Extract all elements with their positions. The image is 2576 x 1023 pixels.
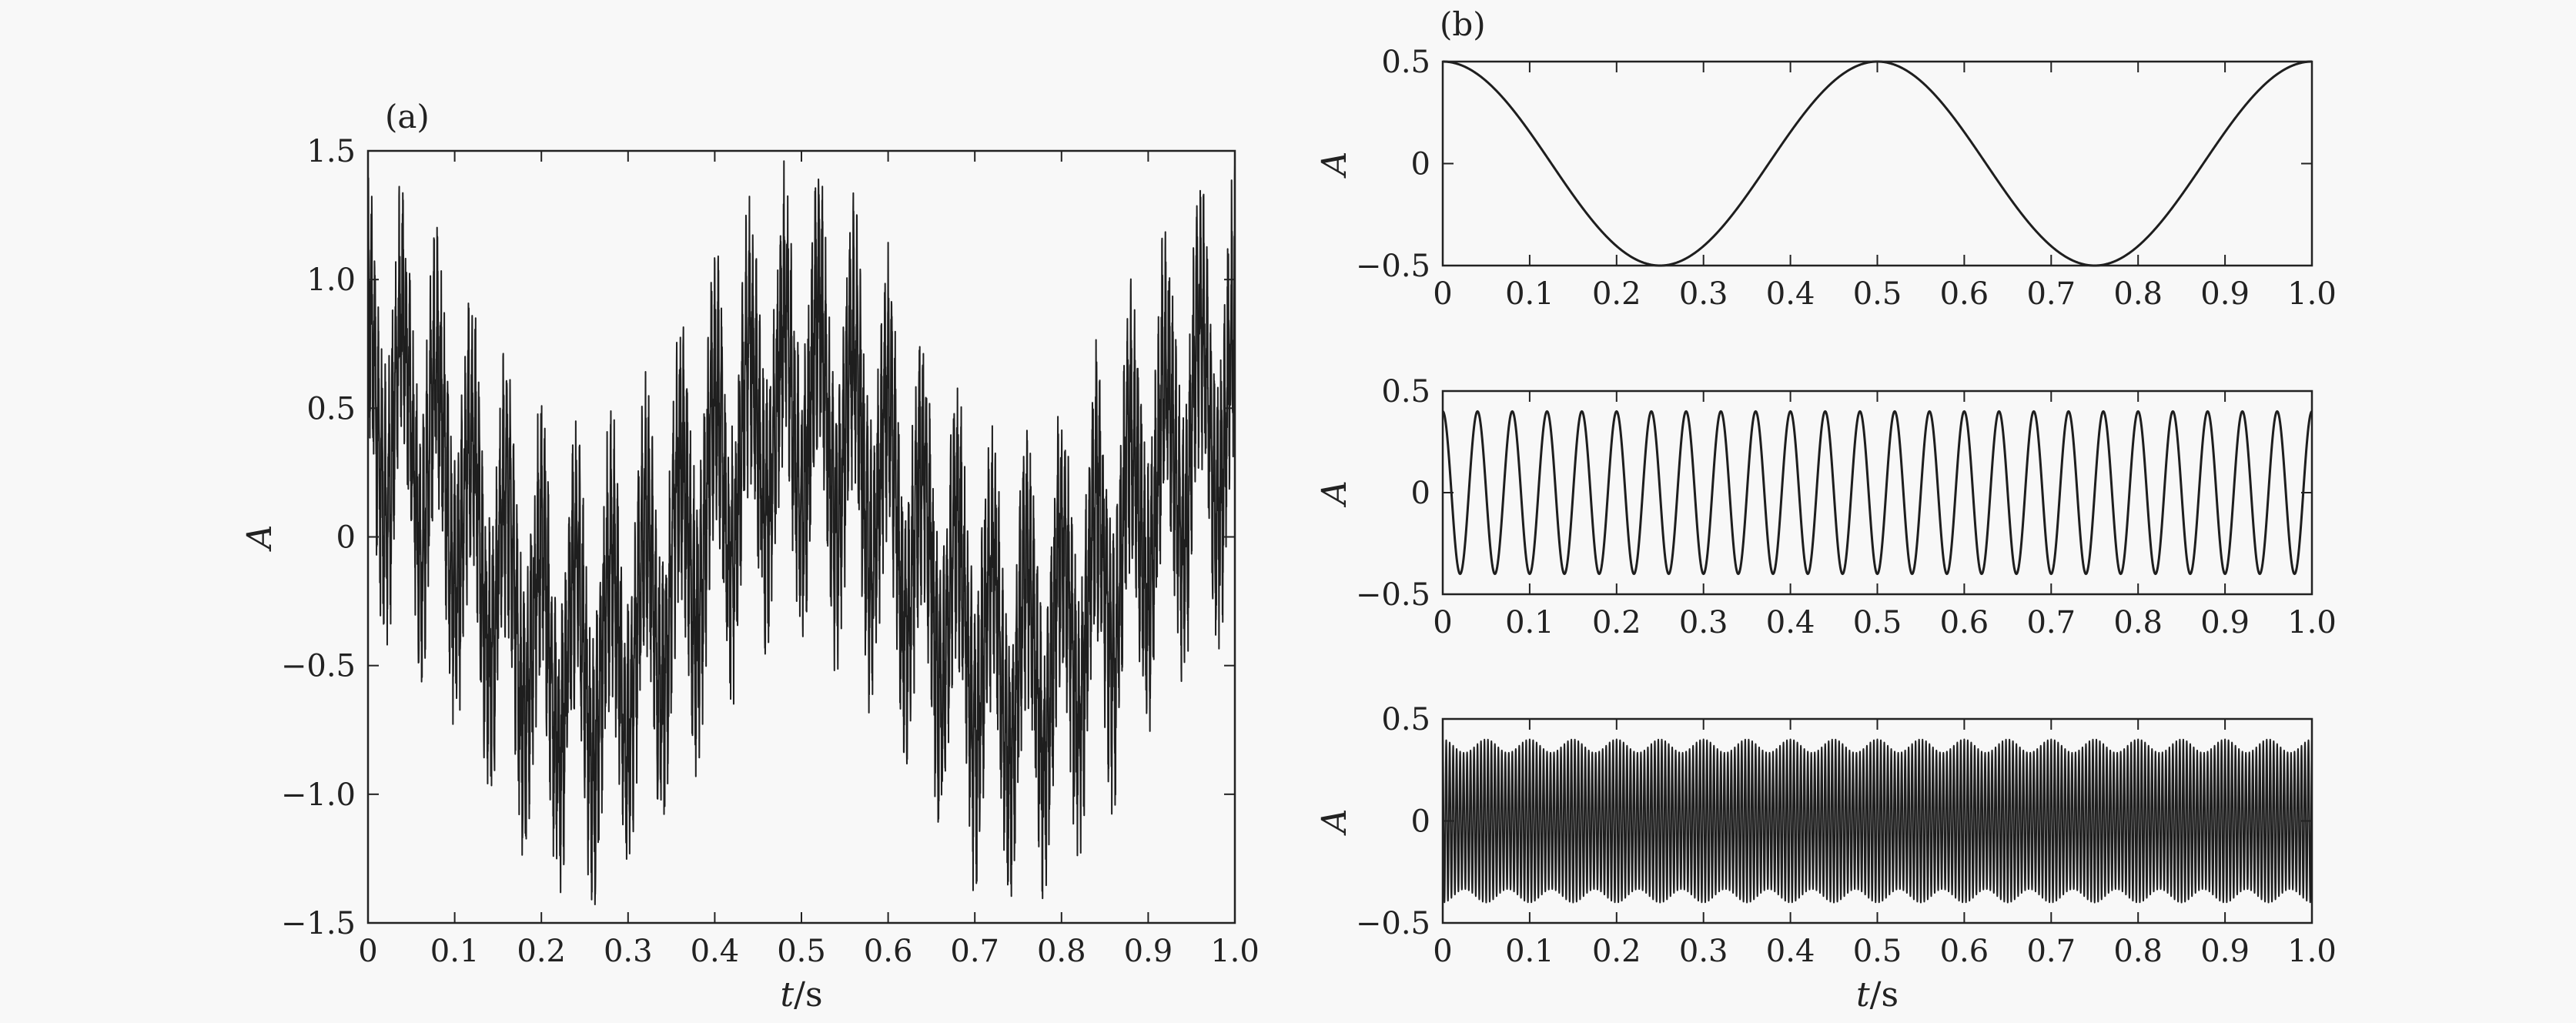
- x-tick-label: 0.1: [1505, 934, 1554, 969]
- x-tick-label: 0.3: [1679, 605, 1728, 640]
- x-tick-label: 1.0: [1210, 934, 1260, 969]
- x-tick-label: 0.3: [1679, 934, 1728, 969]
- x-tick-label: 0.5: [1853, 276, 1902, 312]
- x-tick-label: 0.1: [1505, 605, 1554, 640]
- y-tick-label: 0: [336, 520, 356, 556]
- plot-frame-a: [366, 149, 1236, 924]
- panel-label: (b): [1440, 5, 1486, 43]
- panel-label: (a): [385, 98, 430, 135]
- x-tick-label: 0.4: [1766, 276, 1815, 312]
- x-tick-label: 0.8: [2113, 276, 2163, 312]
- y-tick-label: 1.0: [306, 262, 356, 298]
- y-tick-label: 0: [1411, 476, 1430, 511]
- series-line-b1: [1442, 60, 2313, 267]
- y-tick-label: −1.5: [281, 906, 356, 941]
- y-tick-label: −0.5: [1356, 249, 1430, 284]
- x-tick-label: 0: [1433, 605, 1452, 640]
- x-tick-label: 1.0: [2287, 276, 2337, 312]
- y-tick-label: 0: [1411, 147, 1430, 182]
- x-tick-label: 0.4: [1766, 605, 1815, 640]
- y-axis-label: A: [1315, 809, 1354, 837]
- panel-a: 0 0.1 0.2 0.3 0.4 0.5 0.6 0.7 0.8 0.9 1.0 1.5 1.0 0.5…: [240, 98, 1260, 1015]
- y-axis-label: A: [1315, 152, 1354, 179]
- y-tick-label: 0.5: [1381, 702, 1430, 737]
- x-tick-label: 0.4: [691, 934, 740, 969]
- x-tick-label: 0.2: [1592, 934, 1641, 969]
- y-tick-label: −1.0: [281, 777, 356, 813]
- x-tick-label: 0.5: [777, 934, 826, 969]
- x-tick-label: 0: [358, 934, 377, 969]
- y-tick-label: 0.5: [1381, 45, 1430, 80]
- x-tick-label: 0.8: [2113, 934, 2163, 969]
- x-tick-label: 0.3: [1679, 276, 1728, 312]
- panel-b2: 0 0.1 0.2 0.3 0.4 0.5 0.6 0.7 0.8 0.9 1.00.50−0.5A: [1315, 374, 2337, 640]
- x-tick-label: 0.6: [1940, 276, 1989, 312]
- panel-b3: 0 0.1 0.2 0.3 0.4 0.5 0.6 0.7 0.8 0.9 1.00.50−0.5A…: [1315, 702, 2337, 1015]
- x-tick-label: 0.6: [1940, 605, 1989, 640]
- y-axis-label: A: [240, 525, 279, 553]
- y-axis-label: A: [1315, 480, 1354, 508]
- x-tick-label: 0.8: [2113, 605, 2163, 640]
- x-tick-label: 0.7: [2026, 276, 2076, 312]
- x-tick-label: 0.8: [1037, 934, 1086, 969]
- x-tick-label: 0.3: [604, 934, 653, 969]
- x-axis-label: t/s: [780, 975, 822, 1015]
- x-tick-label: 0.9: [2200, 276, 2250, 312]
- x-tick-label: 0.6: [1940, 934, 1989, 969]
- x-tick-label: 0.7: [950, 934, 999, 969]
- y-tick-label: 0: [1411, 804, 1430, 840]
- x-tick-label: 0.5: [1853, 934, 1902, 969]
- x-tick-label: 0: [1433, 276, 1452, 312]
- x-tick-label: 0.1: [1505, 276, 1554, 312]
- x-tick-label: 1.0: [2287, 934, 2337, 969]
- x-tick-label: 0.2: [1592, 605, 1641, 640]
- plot-frame-b1: [1441, 60, 2313, 267]
- x-axis-label: t/s: [1856, 975, 1899, 1015]
- y-tick-label: −0.5: [281, 649, 356, 684]
- series-line-b3: [1442, 738, 2313, 904]
- series-line-a: [367, 160, 1236, 906]
- x-tick-label: 0.6: [864, 934, 913, 969]
- x-tick-label: 0.2: [1592, 276, 1641, 312]
- x-tick-label: 0.9: [2200, 605, 2250, 640]
- x-tick-label: 0.4: [1766, 934, 1815, 969]
- y-tick-label: −0.5: [1356, 577, 1430, 613]
- y-tick-label: 1.5: [306, 134, 356, 169]
- x-tick-label: 0.9: [1124, 934, 1173, 969]
- x-tick-label: 0.1: [430, 934, 480, 969]
- x-tick-label: 0.5: [1853, 605, 1902, 640]
- x-tick-label: 0.7: [2026, 605, 2076, 640]
- panel-b1: 0 0.1 0.2 0.3 0.4 0.5 0.6 0.7 0.8 0.9 1.00.50−0.5A…: [1315, 5, 2337, 312]
- x-tick-label: 0: [1433, 934, 1452, 969]
- x-tick-label: 1.0: [2287, 605, 2337, 640]
- y-tick-label: 0.5: [306, 391, 356, 426]
- series-line-b2: [1442, 410, 2313, 576]
- x-tick-label: 0.9: [2200, 934, 2250, 969]
- y-tick-label: 0.5: [1381, 374, 1430, 410]
- y-tick-label: −0.5: [1356, 906, 1430, 941]
- x-tick-label: 0.2: [517, 934, 566, 969]
- x-tick-label: 0.7: [2026, 934, 2076, 969]
